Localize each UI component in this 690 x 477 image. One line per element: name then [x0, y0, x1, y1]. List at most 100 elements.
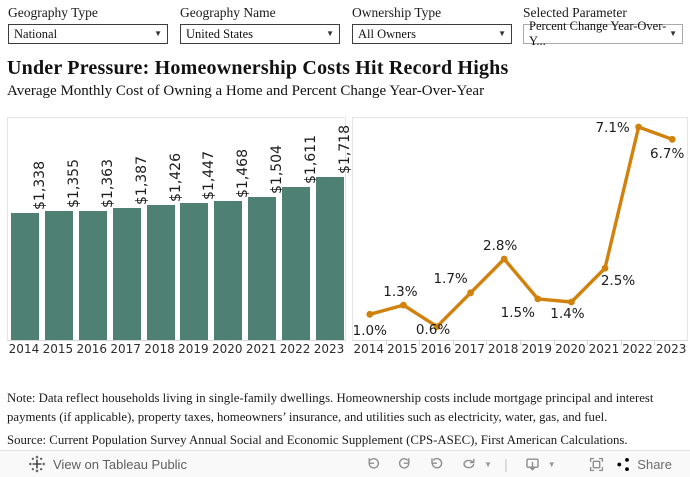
bar-value-label: $1,447 — [201, 150, 218, 200]
x-axis-year-label: 2023 — [655, 342, 687, 356]
download-button[interactable] — [520, 453, 546, 475]
bar[interactable] — [44, 211, 73, 340]
x-axis-year-label: 2022 — [622, 342, 653, 356]
replay-icon — [431, 457, 443, 469]
bar-chart-pane[interactable]: $1,338 $1,355 $1,363 $1,387 $1,426 $1,447 $1,4… — [7, 117, 353, 341]
bar[interactable] — [78, 210, 107, 340]
data-point-marker[interactable] — [500, 255, 508, 263]
selected-parameter-dropdown[interactable]: Percent Change Year-Over-Y... ▼ — [523, 19, 683, 48]
data-point-marker[interactable] — [400, 301, 407, 309]
x-axis-year-label: 2017 — [110, 342, 141, 356]
axis-tick — [520, 341, 521, 345]
data-point-marker[interactable] — [601, 264, 609, 272]
bar[interactable] — [282, 187, 311, 340]
share-label: Share — [637, 456, 672, 472]
x-axis-year-label: 2016 — [420, 342, 452, 356]
footer-toolbar: ▼ | ▼ | Share — [360, 453, 672, 475]
undo-icon — [368, 458, 380, 469]
toolbar-separator: | — [504, 456, 508, 472]
bar[interactable] — [112, 208, 141, 340]
bar[interactable] — [214, 200, 243, 340]
x-axis-year-label: 2022 — [279, 342, 311, 356]
point-value-label: 0.6% — [415, 321, 451, 338]
fullscreen-icon — [589, 457, 603, 471]
x-axis-year-label: 2018 — [487, 342, 519, 356]
toolbar-spacer: | — [562, 456, 578, 472]
data-point-marker[interactable] — [433, 323, 441, 330]
chevron-down-icon: ▼ — [326, 29, 334, 38]
filter-ownership-type: Ownership Type All Owners ▼ — [352, 5, 512, 44]
x-axis-year-label: 2019 — [521, 342, 553, 356]
filter-geography-name: Geography Name United States ▼ — [180, 5, 340, 44]
note-text: Note: Data reflect households living in … — [7, 391, 654, 424]
view-on-tableau-public-label: View on Tableau Public — [53, 456, 187, 472]
bar-value-label: $1,718 — [337, 125, 354, 174]
filter-label: Geography Type — [8, 5, 98, 20]
geography-type-dropdown[interactable]: National ▼ — [8, 24, 168, 44]
chevron-down-icon: ▼ — [498, 29, 506, 38]
filter-label: Ownership Type — [352, 5, 442, 20]
axis-tick — [620, 341, 622, 345]
bar-value-label: $1,468 — [235, 148, 252, 198]
bar[interactable] — [146, 204, 175, 340]
data-point-marker[interactable] — [366, 310, 374, 318]
refresh-icon — [463, 458, 475, 469]
x-axis-year-label: 2021 — [245, 342, 277, 356]
filter-selected-parameter: Selected Parameter Percent Change Year-O… — [523, 5, 683, 48]
download-icon — [526, 458, 539, 470]
download-options-caret[interactable]: ▼ — [547, 459, 556, 469]
line-chart-svg[interactable] — [353, 118, 689, 342]
tableau-logo-icon — [29, 455, 45, 473]
bar[interactable] — [248, 197, 277, 340]
bar[interactable] — [180, 202, 209, 340]
point-value-label: 2.5% — [600, 273, 636, 290]
data-point-marker[interactable] — [568, 298, 575, 306]
filter-geography-type: Geography Type National ▼ — [8, 5, 168, 44]
x-axis-year-label: 2016 — [76, 342, 107, 356]
data-point-marker[interactable] — [534, 295, 542, 303]
ownership-type-dropdown[interactable]: All Owners ▼ — [352, 24, 512, 44]
point-value-label: 1.3% — [383, 284, 418, 301]
x-axis-year-label: 2017 — [454, 342, 485, 356]
bar-chart-x-axis: 2014 2015 2016 2017 2018 2019 2020 2021 2022 2023 — [7, 342, 346, 358]
bar[interactable] — [316, 177, 345, 340]
point-value-label: 6.7% — [650, 146, 685, 163]
bar[interactable] — [10, 213, 39, 340]
axis-tick — [553, 341, 555, 345]
bar-value-label: $1,338 — [31, 161, 48, 211]
dropdown-value: All Owners — [358, 26, 416, 41]
refresh-button[interactable] — [456, 453, 482, 475]
share-icon — [617, 457, 630, 471]
point-value-label: 1.4% — [550, 306, 585, 322]
data-point-marker[interactable] — [467, 289, 474, 297]
filter-label: Selected Parameter — [523, 5, 627, 20]
share-button[interactable]: Share — [615, 456, 672, 473]
view-on-tableau-public-link[interactable]: View on Tableau Public — [28, 455, 187, 473]
replay-button[interactable] — [424, 453, 450, 475]
redo-button[interactable] — [392, 453, 418, 475]
geography-name-dropdown[interactable]: United States ▼ — [180, 24, 340, 44]
data-point-marker[interactable] — [668, 135, 676, 143]
line-chart-pane[interactable]: 1.0% 1.3% 0.6% 1.7% 2.8% 1.5% 1.4% 2.5% 7.1% 6.7% — [352, 117, 688, 341]
dropdown-value: National — [14, 26, 58, 41]
tableau-footer: View on Tableau Public — [0, 450, 690, 477]
data-point-marker[interactable] — [635, 123, 642, 131]
undo-button[interactable] — [360, 453, 386, 475]
axis-tick — [654, 341, 656, 345]
x-axis-year-label: 2023 — [313, 342, 345, 356]
refresh-options-caret[interactable]: ▼ — [484, 459, 493, 469]
chevron-down-icon: ▼ — [154, 29, 162, 38]
fullscreen-button[interactable] — [583, 453, 609, 475]
x-axis-year-label: 2019 — [178, 342, 209, 356]
point-value-label: 1.7% — [433, 270, 468, 287]
bar-value-label: $1,363 — [99, 158, 116, 208]
bar-value-label: $1,355 — [65, 159, 82, 209]
x-axis-year-label: 2018 — [144, 342, 175, 356]
point-value-label: 1.5% — [500, 304, 535, 321]
axis-tick — [385, 341, 387, 345]
point-value-label: 7.1% — [595, 120, 630, 136]
x-axis-year-label: 2015 — [42, 342, 74, 356]
page-title: Under Pressure: Homeownership Costs Hit … — [7, 57, 509, 79]
bar-value-label: $1,426 — [167, 152, 184, 202]
